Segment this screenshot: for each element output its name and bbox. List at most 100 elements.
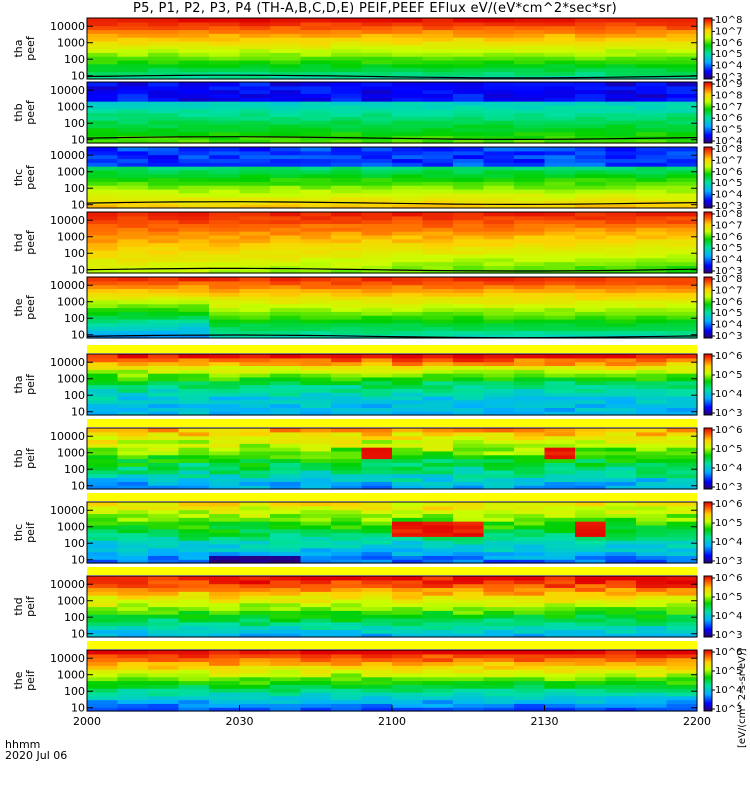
heatmap-cell xyxy=(331,93,363,98)
heatmap-cell xyxy=(575,238,607,244)
heatmap-cell xyxy=(239,212,271,217)
heatmap-cell xyxy=(239,85,271,91)
heatmap-cell xyxy=(209,579,241,585)
heatmap-cell xyxy=(361,583,393,589)
heatmap-cell xyxy=(544,52,576,57)
heatmap-cell xyxy=(453,621,485,627)
heatmap-cell xyxy=(636,395,668,401)
heatmap-cell xyxy=(209,583,241,589)
heatmap-cell xyxy=(209,528,241,534)
heatmap-cell xyxy=(361,97,393,102)
heatmap-cell xyxy=(514,112,546,117)
heatmap-cell xyxy=(636,354,668,359)
heatmap-cell xyxy=(331,231,363,236)
heatmap-cell xyxy=(331,97,363,102)
heatmap-cell xyxy=(87,242,119,247)
heatmap-cell xyxy=(636,21,668,27)
heatmap-cell xyxy=(392,513,424,518)
heatmap-cell xyxy=(148,284,180,290)
heatmap-cell xyxy=(392,188,424,194)
heatmap-cell xyxy=(605,21,637,27)
heatmap-cell xyxy=(392,108,424,114)
heatmap-cell xyxy=(575,307,607,312)
heatmap-cell xyxy=(300,625,332,630)
heatmap-cell xyxy=(392,684,424,689)
heatmap-cell xyxy=(331,395,363,401)
heatmap-cell xyxy=(331,399,363,405)
heatmap-cell xyxy=(117,579,149,585)
heatmap-cell xyxy=(361,458,393,463)
heatmap-cell xyxy=(575,703,607,708)
heatmap-cell xyxy=(575,139,607,144)
heatmap-cell xyxy=(453,458,485,463)
heatmap-cell xyxy=(575,354,607,359)
heatmap-cell xyxy=(666,481,698,486)
heatmap-cell xyxy=(544,509,576,515)
heatmap-cell xyxy=(239,269,271,274)
heatmap-cell xyxy=(666,59,698,65)
heatmap-cell xyxy=(544,473,576,479)
heatmap-cell xyxy=(544,517,576,522)
heatmap-cell xyxy=(331,485,363,490)
heatmap-cell xyxy=(514,135,546,140)
heatmap-cell xyxy=(178,399,210,405)
heatmap-cell xyxy=(117,576,149,581)
heatmap-cell xyxy=(209,650,241,655)
heatmap-cell xyxy=(453,699,485,704)
y-tick-label: 1000 xyxy=(57,296,85,309)
heatmap-cell xyxy=(636,318,668,324)
heatmap-cell xyxy=(148,97,180,102)
heatmap-cell xyxy=(422,292,454,297)
heatmap-cell xyxy=(270,699,302,704)
heatmap-cell xyxy=(178,469,210,475)
heatmap-cell xyxy=(575,89,607,95)
heatmap-cell xyxy=(270,112,302,117)
heatmap-cell xyxy=(331,428,363,433)
heatmap-cell xyxy=(209,284,241,290)
heatmap-cell xyxy=(270,139,302,144)
heatmap-cell xyxy=(209,303,241,309)
heatmap-cell xyxy=(422,127,454,133)
heatmap-cell xyxy=(178,665,210,670)
heatmap-cell xyxy=(117,559,149,564)
heatmap-cell xyxy=(178,196,210,201)
heatmap-cell xyxy=(636,369,668,374)
heatmap-cell xyxy=(483,625,515,630)
heatmap-cell xyxy=(422,669,454,674)
heatmap-cell xyxy=(575,598,607,604)
heatmap-cell xyxy=(666,56,698,61)
heatmap-cell xyxy=(514,318,546,324)
heatmap-cell xyxy=(422,250,454,255)
heatmap-cell xyxy=(575,661,607,666)
heatmap-cell xyxy=(209,661,241,666)
heatmap-cell xyxy=(331,672,363,678)
heatmap-cell xyxy=(239,665,271,670)
heatmap-cell xyxy=(483,284,515,290)
heatmap-cell xyxy=(544,528,576,534)
heatmap-cell xyxy=(575,104,607,110)
heatmap-cell xyxy=(666,177,698,182)
heatmap-cell xyxy=(666,365,698,370)
colorbar-tick-label: 10^9 xyxy=(715,79,742,90)
heatmap-cell xyxy=(544,284,576,290)
heatmap-cell xyxy=(209,621,241,627)
heatmap-cell xyxy=(361,473,393,479)
heatmap-cell xyxy=(483,357,515,363)
heatmap-cell xyxy=(636,188,668,194)
heatmap-cell xyxy=(666,439,698,444)
heatmap-cell xyxy=(453,583,485,589)
heatmap-cell xyxy=(300,292,332,297)
heatmap-cell xyxy=(392,177,424,182)
heatmap-cell xyxy=(87,428,119,433)
heatmap-cell xyxy=(514,231,546,236)
heatmap-cell xyxy=(209,555,241,560)
heatmap-cell xyxy=(666,147,698,152)
heatmap-cell xyxy=(361,428,393,433)
heatmap-cell xyxy=(544,532,576,537)
y-tick-label: 10 xyxy=(71,70,85,83)
heatmap-cell xyxy=(392,104,424,110)
panel-label-product: peef xyxy=(24,294,37,320)
heatmap-cell xyxy=(209,707,241,712)
heatmap-cell xyxy=(392,447,424,452)
heatmap-cell xyxy=(361,633,393,638)
